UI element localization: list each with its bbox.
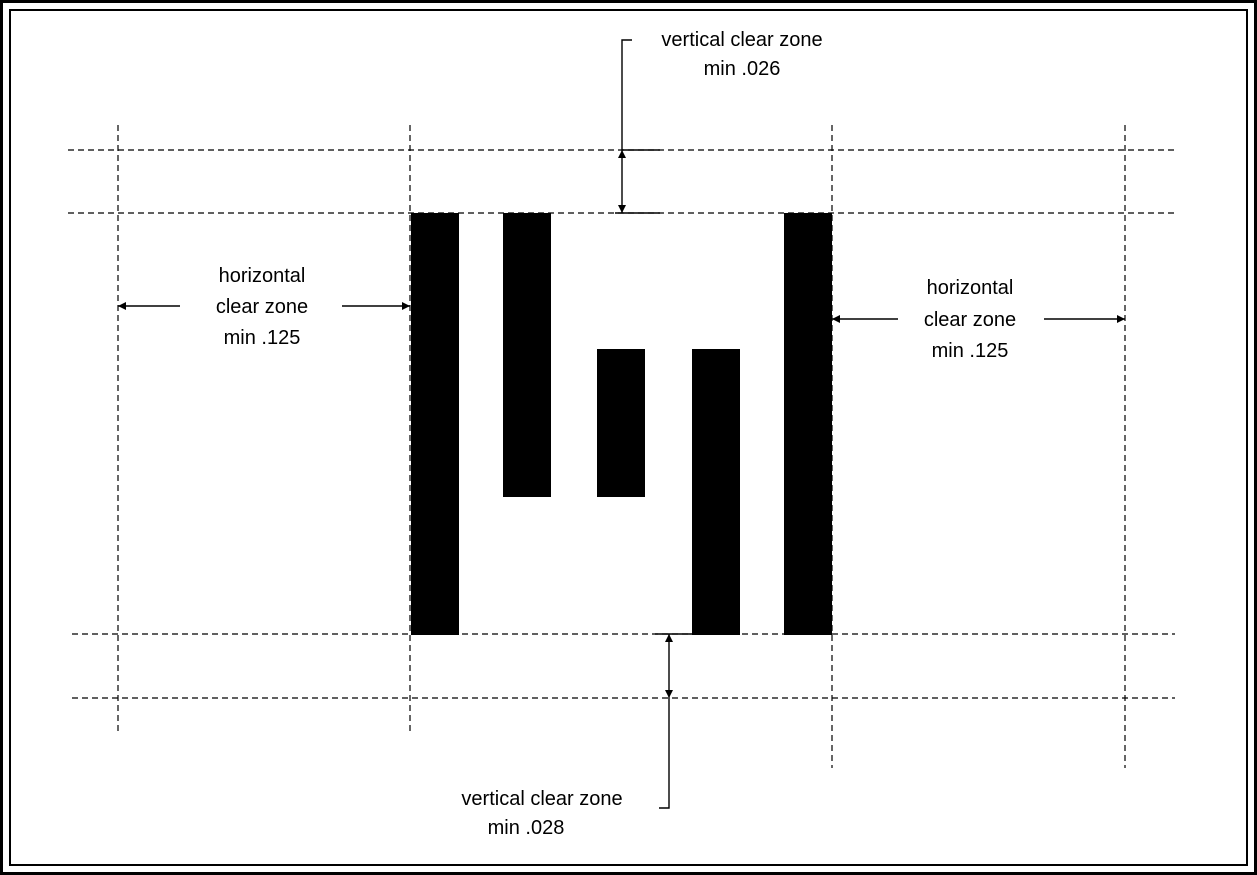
top-arrow-down-icon: [618, 205, 626, 213]
bottom-dimension-leader: [659, 634, 670, 809]
left-horizontal-label-line3: min .125: [224, 327, 301, 349]
left-arrow-left-icon: [118, 302, 126, 310]
right-horizontal-label-line2: clear zone: [924, 309, 1016, 331]
bar-ascender-1: [503, 213, 551, 497]
top-vertical-label-line1: vertical clear zone: [661, 29, 822, 51]
right-horizontal-label-line3: min .125: [932, 340, 1009, 362]
left-horizontal-label-line1: horizontal: [219, 265, 306, 287]
top-arrow-up-icon: [618, 150, 626, 158]
bottom-vertical-label-line2: min .028: [488, 817, 565, 839]
left-arrow-right-icon: [402, 302, 410, 310]
bar-full-right: [784, 213, 832, 635]
bottom-arrow-up-icon: [665, 634, 673, 642]
right-arrow-left-icon: [832, 315, 840, 323]
top-vertical-label-line2: min .026: [704, 58, 781, 80]
top-dimension-leader: [621, 39, 632, 213]
bottom-arrow-down-icon: [665, 690, 673, 698]
right-horizontal-label-line1: horizontal: [927, 277, 1014, 299]
bar-descender: [692, 349, 740, 635]
right-arrow-right-icon: [1117, 315, 1125, 323]
bottom-vertical-label-line1: vertical clear zone: [461, 788, 622, 810]
bar-full-left: [411, 213, 459, 635]
inner-frame: [9, 9, 1248, 866]
bar-tracker: [597, 349, 645, 497]
left-horizontal-label-line2: clear zone: [216, 296, 308, 318]
